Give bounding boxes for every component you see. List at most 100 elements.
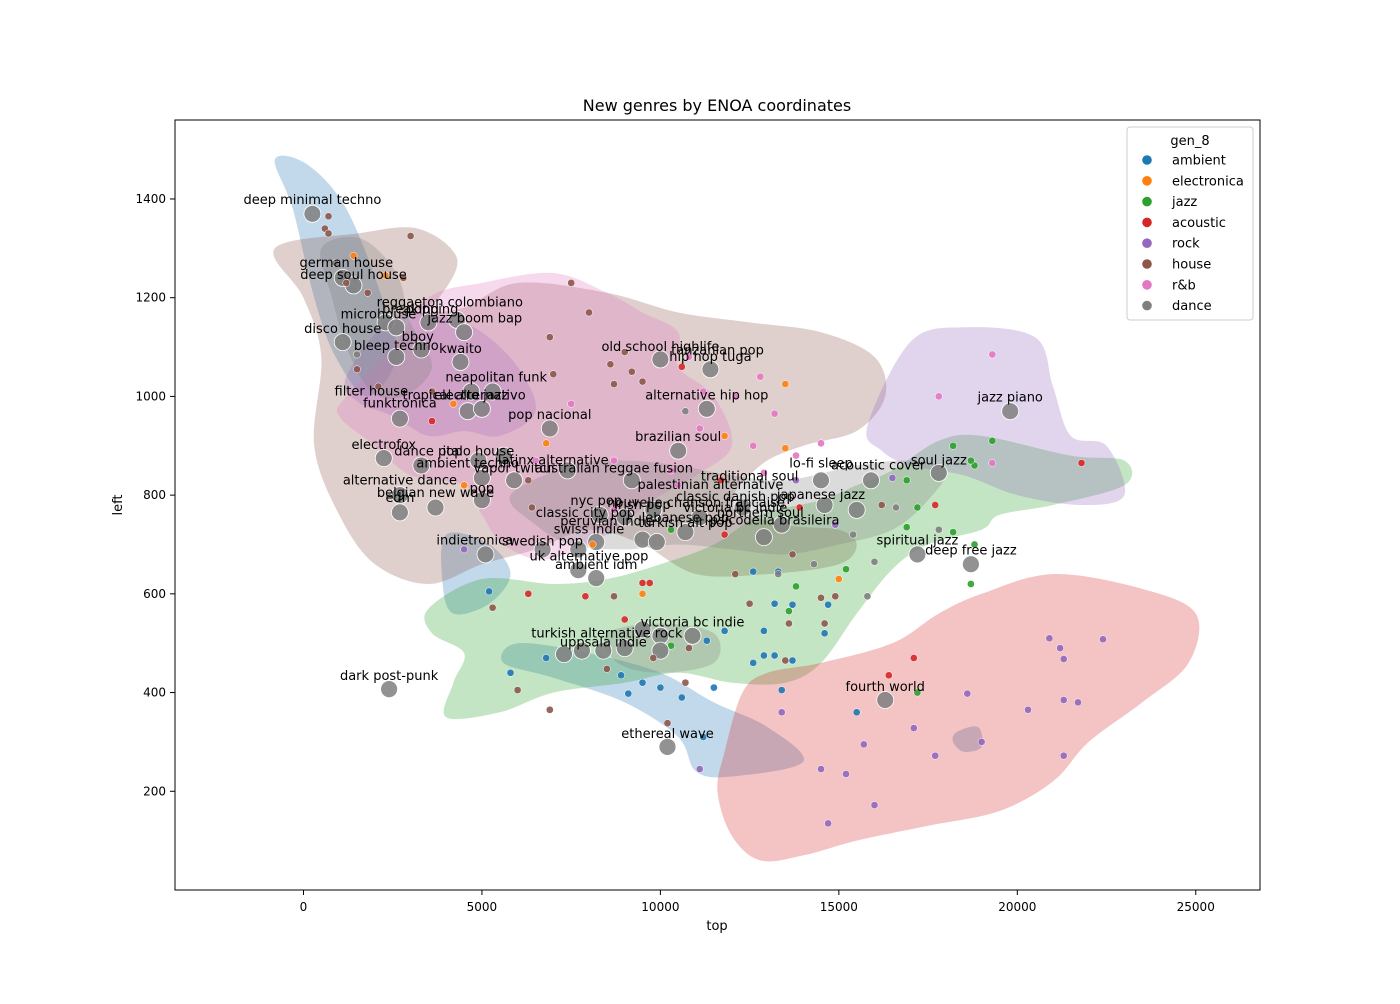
data-point-ambient-184 [770,651,779,660]
data-point-rock-223 [1056,644,1064,652]
data-point-rnb-100 [610,506,618,514]
data-point-ambient-143 [749,567,758,576]
data-point-dance-48 [540,419,559,438]
data-point-ambient-190 [638,678,647,687]
data-point-dance-58 [1001,402,1020,421]
data-point-rnb-54 [699,387,708,396]
data-point-rnb-79 [760,469,768,477]
legend-marker-rock [1142,238,1152,248]
data-point-house-33 [638,377,647,386]
legend-label-rock: rock [1172,237,1200,252]
data-point-house-157 [817,593,825,602]
data-point-rock-208 [1074,698,1082,707]
legend-label-rnb: r&b [1172,278,1196,293]
genre-annotation-8: disco house [304,322,381,337]
legend-marker-acoustic [1142,217,1152,228]
genre-annotation-41: edm [385,491,414,506]
legend-marker-dance [1142,300,1152,311]
data-point-rock-127 [460,545,468,554]
data-point-jazz-173 [573,641,591,660]
data-point-electronica-5 [349,251,358,260]
data-point-ambient-155 [770,599,779,608]
data-point-house-90 [472,468,491,487]
data-point-house-1 [324,212,333,221]
data-point-house-4 [406,232,415,240]
genre-annotation-54: deep free jazz [925,543,1017,558]
data-point-house-135 [962,555,980,574]
data-point-house-158 [831,592,840,601]
legend-label-ambient: ambient [1172,154,1226,169]
density-region-ambient-2 [501,642,805,778]
data-point-rock-221 [824,819,832,828]
data-point-jazz-66 [949,441,957,450]
data-point-house-96 [426,498,445,517]
genre-annotation-33: acoustic cover [831,459,926,474]
plot-frame [174,119,1261,891]
data-point-electronica-146 [834,575,843,583]
data-point-house-75 [622,471,641,490]
data-point-electronica-9 [381,271,390,280]
data-point-house-34 [610,380,618,388]
data-point-dance-106 [815,496,834,514]
genre-annotation-49: psicodelia brasileira [710,514,840,529]
data-point-ambient-187 [506,668,515,677]
data-point-acoustic-139 [638,579,647,587]
data-point-house-26 [620,348,629,356]
data-point-dance-138 [587,569,606,587]
data-point-house-177 [685,644,693,652]
data-point-ambient-191 [656,683,665,692]
data-point-acoustic-111 [931,501,940,509]
genre-annotation-17: tropical alternativo [403,388,526,403]
data-point-rock-83 [888,474,897,482]
data-point-ambient-91 [505,471,523,490]
data-point-house-95 [472,491,491,510]
genre-annotation-35: palestinian alternative [637,478,783,493]
data-point-house-69 [412,456,431,475]
data-point-acoustic-89 [1077,459,1086,467]
genre-annotation-5: popping [406,303,459,318]
data-point-house-182 [781,656,790,665]
scatter-points [303,204,1107,828]
data-point-rock-202 [963,689,972,698]
data-point-house-192 [681,678,690,687]
genre-annotation-44: irish pop [614,498,670,513]
data-point-house-98 [528,503,536,512]
data-point-ambient-185 [788,656,797,665]
data-point-house-92 [524,476,533,485]
data-point-house-39 [374,382,383,391]
data-point-acoustic-186 [909,654,918,662]
data-point-jazz-147 [792,582,800,591]
data-point-house-70 [469,451,488,470]
data-point-ambient-159 [824,600,832,609]
data-point-house-14 [585,308,593,317]
data-point-rnb-53 [695,424,704,433]
data-point-rock-29 [701,360,720,379]
data-point-house-13 [567,279,576,287]
data-point-ambient-211 [699,733,708,741]
density-region-rock-7 [866,327,1126,505]
x-tick-label-5: 25000 [1177,900,1215,914]
data-point-house-200 [876,691,895,709]
data-point-house-16 [387,318,406,337]
data-point-ambient-199 [677,693,686,702]
genre-annotation-3: reggaeton colombiano [377,296,523,311]
y-tick-label-2: 600 [143,587,166,601]
genre-annotation-2: deep soul house [300,268,407,283]
data-point-rnb-76 [667,466,675,475]
data-point-ambient-181 [760,651,768,660]
genre-annotation-56: swedish pop [502,535,583,550]
data-point-dance-124 [755,528,773,546]
data-point-rock-224 [1059,655,1068,663]
data-point-rnb-28 [685,353,693,361]
data-point-house-10 [399,274,408,282]
data-point-jazz-120 [647,533,666,551]
data-point-dance-99 [590,506,609,524]
genre-annotation-45: victoria bc indie [683,501,787,516]
genre-annotation-16: filter house [335,384,409,399]
legend-label-jazz: jazz [1171,195,1197,210]
data-point-jazz-172 [555,645,573,663]
data-point-house-142 [731,570,740,578]
data-point-house-104 [733,498,752,517]
genre-annotation-25: dance pop [394,445,462,460]
